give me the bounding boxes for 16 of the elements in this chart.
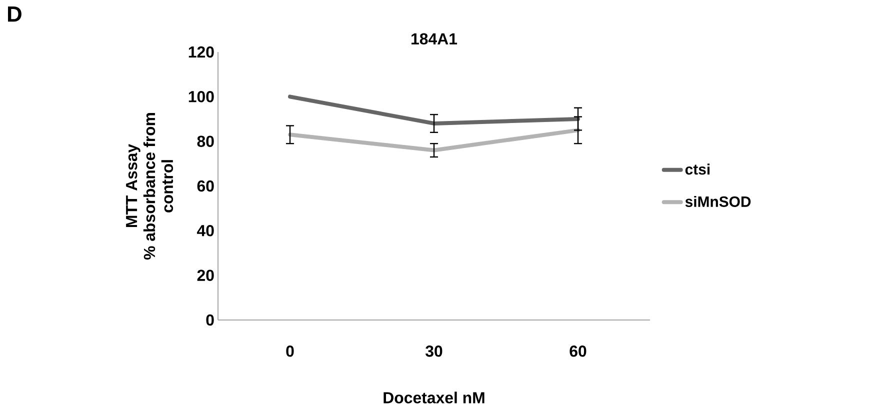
y-tick-label: 120 — [188, 46, 214, 58]
y-tick-label: 100 — [188, 91, 214, 102]
y-axis-title: MTT Assay % absorbance from control — [126, 113, 174, 260]
chart-title: 184A1 — [412, 33, 458, 44]
x-tick-label: 60 — [570, 346, 586, 357]
legend-label: ctsi — [685, 164, 710, 175]
text: D — [8, 6, 22, 22]
x-axis-title: Docetaxel nM — [384, 392, 484, 404]
legend-label: siMnSOD — [685, 196, 751, 207]
x-tick-label: 30 — [426, 346, 442, 357]
y-tick-label: 20 — [197, 270, 214, 281]
y-tick-label: 40 — [196, 225, 214, 236]
y-tick-label: 60 — [197, 180, 214, 192]
x-tick-label: 0 — [286, 346, 294, 357]
y-tick-label: 80 — [197, 136, 214, 147]
y-tick-label: 0 — [206, 314, 214, 326]
